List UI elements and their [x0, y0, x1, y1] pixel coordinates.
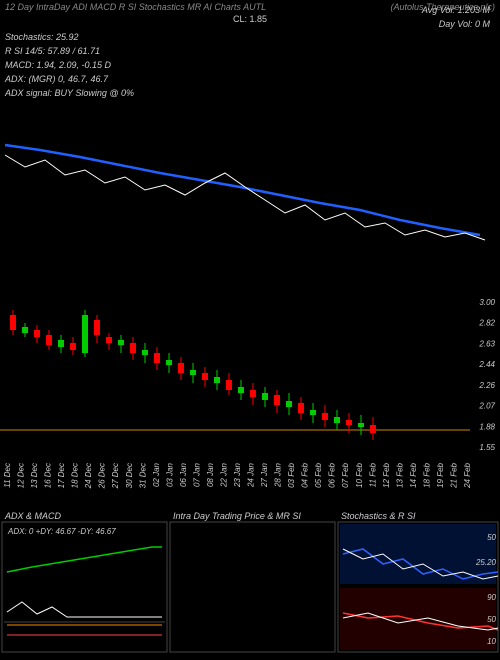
- svg-text:30 Dec: 30 Dec: [125, 463, 134, 488]
- svg-text:2.82: 2.82: [478, 319, 495, 328]
- volume-stats: Avg Vol: 1.203 M Day Vol: 0 M: [422, 5, 490, 29]
- svg-text:2.26: 2.26: [478, 381, 495, 390]
- svg-text:24 Feb: 24 Feb: [463, 462, 472, 488]
- svg-text:ADX: 0 +DY: 46.67 -DY: 46.67: ADX: 0 +DY: 46.67 -DY: 46.67: [7, 527, 116, 536]
- stoch-value: Stochastics: 25.92: [5, 30, 134, 44]
- svg-text:31 Dec: 31 Dec: [138, 463, 147, 488]
- indicator-values: Stochastics: 25.92 R SI 14/5: 57.89 / 61…: [5, 30, 134, 100]
- svg-text:23 Jan: 23 Jan: [233, 462, 242, 488]
- svg-text:03 Feb: 03 Feb: [287, 462, 296, 487]
- svg-text:1.88: 1.88: [479, 422, 495, 431]
- svg-text:06 Jan: 06 Jan: [179, 462, 188, 487]
- svg-text:16 Dec: 16 Dec: [44, 463, 53, 488]
- svg-text:27 Dec: 27 Dec: [111, 463, 120, 489]
- svg-text:19 Feb: 19 Feb: [436, 462, 445, 487]
- svg-text:06 Feb: 06 Feb: [328, 462, 337, 487]
- svg-text:22 Jan: 22 Jan: [219, 462, 228, 488]
- indicator-panels: ADX & MACD ADX: 0 +DY: 46.67 -DY: 46.67 In…: [0, 510, 500, 655]
- svg-text:13 Dec: 13 Dec: [30, 463, 39, 488]
- svg-text:07 Feb: 07 Feb: [341, 462, 350, 487]
- svg-text:11 Feb: 11 Feb: [368, 462, 377, 487]
- svg-text:07 Jan: 07 Jan: [192, 462, 201, 487]
- svg-text:1.55: 1.55: [479, 443, 495, 452]
- svg-text:02 Jan: 02 Jan: [152, 462, 161, 487]
- svg-text:ADX & MACD: ADX & MACD: [4, 511, 62, 521]
- cl-label: CL:: [233, 14, 247, 24]
- svg-text:2.44: 2.44: [478, 360, 495, 369]
- svg-text:3.00: 3.00: [479, 298, 495, 307]
- svg-text:Stochastics & R SI: Stochastics & R SI: [341, 511, 416, 521]
- svg-text:2.63: 2.63: [478, 339, 495, 348]
- svg-text:25.20: 25.20: [475, 558, 497, 567]
- svg-text:Intra Day Trading Price & M: Intra Day Trading Price & MR SI: [173, 511, 301, 521]
- svg-text:21 Feb: 21 Feb: [449, 462, 458, 488]
- svg-text:28 Jan: 28 Jan: [274, 462, 283, 488]
- svg-text:13 Feb: 13 Feb: [395, 462, 404, 487]
- ma-price-chart: [0, 95, 500, 285]
- svg-text:24 Jan: 24 Jan: [247, 462, 256, 488]
- adx-value: ADX: (MGR) 0, 46.7, 46.7: [5, 72, 134, 86]
- svg-text:11 Dec: 11 Dec: [3, 463, 12, 488]
- svg-text:12 Feb: 12 Feb: [382, 462, 391, 487]
- svg-text:18 Dec: 18 Dec: [71, 463, 80, 488]
- svg-text:50: 50: [487, 533, 496, 542]
- indicators-list: 12 Day IntraDay ADI MACD R SI Stochastic…: [5, 2, 266, 12]
- cl-value: 1.85: [250, 14, 268, 24]
- svg-text:26 Dec: 26 Dec: [98, 463, 107, 489]
- svg-text:04 Feb: 04 Feb: [301, 462, 310, 487]
- svg-text:50: 50: [487, 615, 496, 624]
- svg-text:10: 10: [487, 637, 496, 646]
- svg-text:05 Feb: 05 Feb: [314, 462, 323, 487]
- svg-text:17 Dec: 17 Dec: [57, 463, 66, 488]
- svg-text:90: 90: [487, 593, 496, 602]
- svg-text:12 Dec: 12 Dec: [17, 463, 26, 488]
- svg-text:03 Jan: 03 Jan: [165, 462, 174, 487]
- svg-text:27 Jan: 27 Jan: [260, 462, 269, 488]
- svg-text:24 Dec: 24 Dec: [84, 463, 93, 489]
- svg-text:14 Feb: 14 Feb: [409, 462, 418, 487]
- rsi-value: R SI 14/5: 57.89 / 61.71: [5, 44, 134, 58]
- candlestick-chart: 3.00 2.82 2.63 2.44 2.26 2.07 1.88 1.55 11 Dec 12…: [0, 295, 500, 505]
- svg-text:08 Jan: 08 Jan: [206, 462, 215, 487]
- macd-value: MACD: 1.94, 2.09, -0.15 D: [5, 58, 134, 72]
- svg-text:18 Feb: 18 Feb: [422, 462, 431, 487]
- svg-text:10 Feb: 10 Feb: [355, 462, 364, 487]
- svg-text:2.07: 2.07: [478, 402, 495, 411]
